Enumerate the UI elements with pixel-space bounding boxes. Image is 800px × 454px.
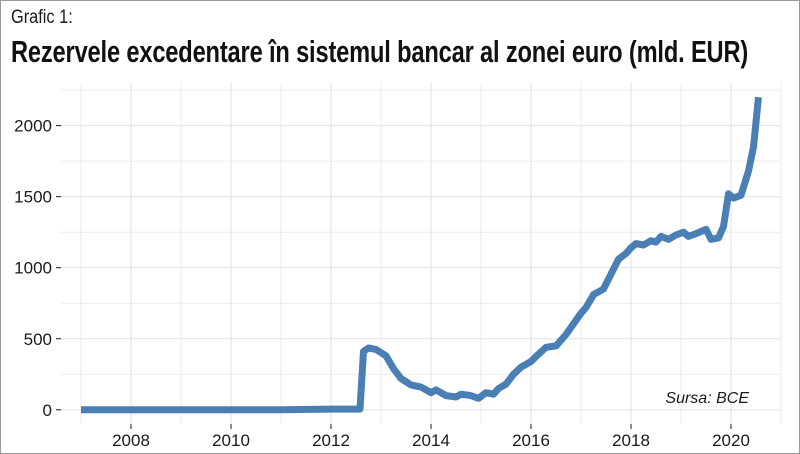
x-axis-ticks: 2008 2010 2012 2014 2016 2018 2020: [112, 424, 750, 450]
x-tick-label: 2014: [412, 431, 450, 450]
x-tick-label: 2012: [312, 431, 350, 450]
x-tick-label: 2020: [712, 431, 750, 450]
y-tick-label: 1000: [14, 259, 52, 278]
x-tick-label: 2016: [512, 431, 550, 450]
x-tick-label: 2018: [612, 431, 650, 450]
series-line: [81, 96, 762, 414]
y-tick-label: 0: [43, 401, 52, 420]
series-layer: [81, 96, 762, 414]
gridlines: [61, 83, 782, 424]
chart-title: Rezervele excedentare în sistemul bancar…: [11, 34, 749, 69]
source-annotation: Sursa: BCE: [665, 390, 749, 407]
x-tick-label: 2010: [212, 431, 250, 450]
y-axis-ticks: 0 500 1000 1500 2000: [14, 117, 61, 420]
chart-number-label: Grafic 1:: [11, 7, 73, 28]
x-tick-label: 2008: [112, 431, 150, 450]
y-tick-label: 500: [24, 330, 52, 349]
y-tick-label: 2000: [14, 117, 52, 136]
y-tick-label: 1500: [14, 188, 52, 207]
